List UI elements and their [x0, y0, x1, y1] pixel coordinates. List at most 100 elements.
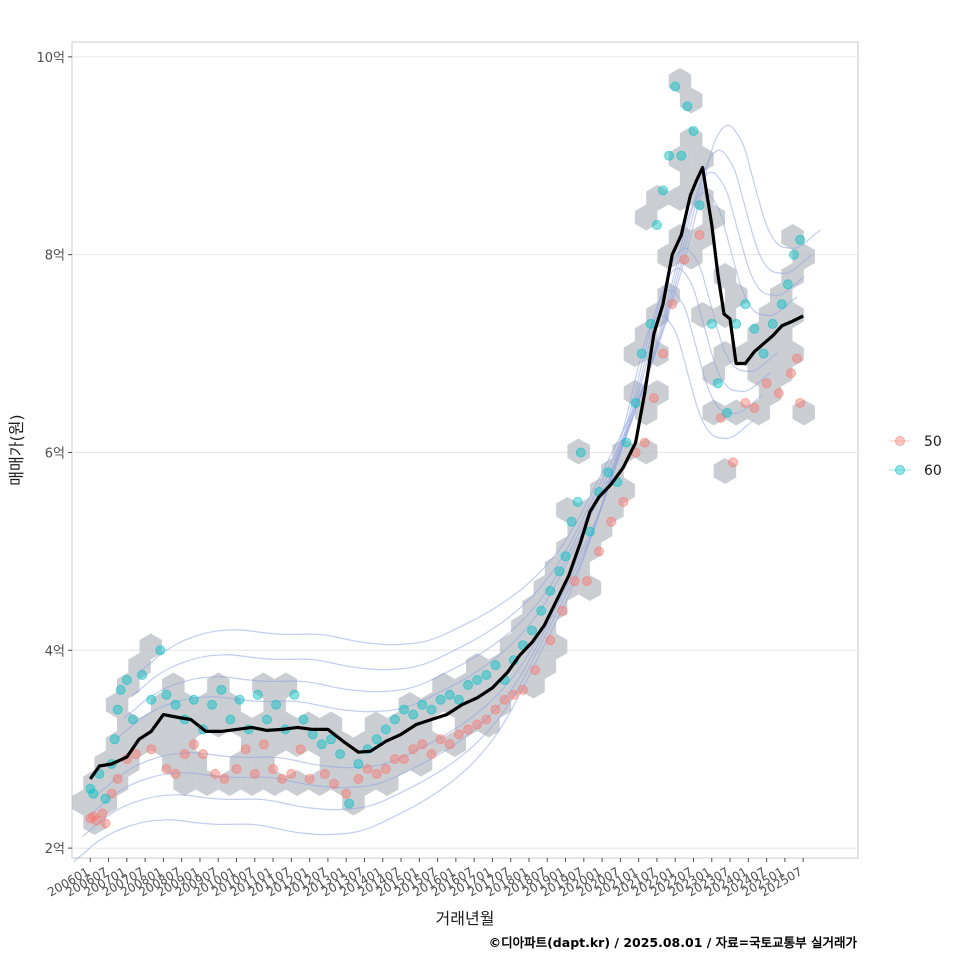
data-point-60: [463, 679, 473, 690]
data-point-60: [389, 714, 400, 725]
hexbin-cell: [691, 224, 714, 250]
hexbin-cell: [184, 750, 208, 777]
hexbin-cell: [623, 341, 647, 367]
hexbin-cell: [263, 692, 286, 718]
data-point-60: [782, 279, 793, 290]
data-point-50: [219, 773, 230, 784]
data-point-60: [740, 299, 751, 310]
gridlines: [72, 56, 858, 849]
data-point-50: [786, 368, 796, 379]
hexbin-cell: [308, 731, 331, 757]
data-point-60: [722, 407, 732, 418]
y-tick-label: 8억: [45, 249, 65, 264]
data-point-60: [399, 704, 410, 715]
data-point-50: [210, 768, 221, 779]
data-point-50: [240, 744, 251, 755]
data-point-50: [179, 749, 190, 760]
hexbin-cell: [207, 672, 230, 699]
hexbin-cell: [646, 185, 669, 211]
hexbin-cell: [702, 360, 725, 387]
hexbin-cell: [376, 770, 399, 796]
data-point-60: [758, 348, 769, 359]
data-point-60: [536, 605, 547, 616]
data-point-50: [606, 516, 617, 527]
hexbin-cell: [770, 360, 793, 387]
data-point-60: [88, 788, 99, 799]
data-point-60: [670, 81, 681, 92]
data-point-60: [651, 220, 662, 230]
data-point-60: [630, 398, 641, 408]
hexbin-cell: [308, 770, 331, 796]
data-point-60: [252, 689, 263, 700]
y-tick-label: 6억: [45, 446, 65, 461]
data-point-60: [490, 660, 501, 671]
data-point-50: [728, 457, 739, 468]
data-point-50: [329, 778, 339, 789]
hexbin-cell: [770, 321, 793, 348]
trend-line: [88, 166, 804, 780]
data-point-50: [545, 635, 556, 646]
hexbin-cell: [150, 692, 174, 718]
hexbin-cell: [679, 165, 703, 192]
data-point-50: [399, 754, 410, 765]
hexbin-cell: [173, 770, 196, 796]
legend-key-point-60: [895, 465, 905, 475]
data-point-50: [198, 749, 208, 760]
data-point-50: [530, 665, 541, 676]
data-point-60: [127, 714, 138, 725]
data-point-60: [658, 185, 668, 196]
hexbin-cell: [646, 380, 669, 406]
data-point-60: [566, 516, 577, 527]
legend: 50 60: [889, 434, 942, 479]
data-point-60: [353, 759, 364, 769]
data-point-60: [472, 675, 483, 685]
data-point-50: [286, 768, 297, 779]
data-point-50: [341, 788, 352, 799]
data-point-50: [463, 724, 473, 735]
legend-item-60[interactable]: 60: [889, 463, 942, 479]
data-point-60: [676, 150, 687, 161]
data-point-50: [761, 378, 772, 389]
density-contour: [131, 149, 813, 697]
y-tick-label: 4억: [45, 644, 65, 659]
data-point-60: [554, 566, 565, 577]
data-point-60: [749, 323, 760, 334]
hexbin-cell: [781, 302, 804, 328]
hexbin-cell: [240, 731, 264, 757]
hexbin-cell: [578, 575, 602, 601]
hexbin-cell: [511, 614, 534, 640]
hexbin-cell: [601, 497, 624, 523]
density-contour: [73, 314, 755, 862]
data-point-60: [109, 734, 120, 745]
density-contour: [96, 247, 778, 795]
data-point-60: [344, 798, 355, 809]
data-point-60: [408, 709, 419, 720]
data-point-50: [112, 773, 123, 784]
legend-item-50[interactable]: 50: [889, 434, 942, 450]
hexbin-cell: [713, 341, 737, 367]
data-point-60: [170, 699, 181, 710]
data-point-50: [277, 773, 288, 784]
hexbin-cell: [252, 672, 275, 699]
data-point-60: [560, 551, 571, 562]
data-point-60: [262, 714, 272, 725]
plot-area: [71, 41, 859, 862]
data-point-50: [618, 496, 629, 507]
data-point-50: [453, 729, 464, 740]
hexbin-cell: [466, 692, 489, 718]
data-point-50: [170, 768, 181, 779]
hexbin-cell: [477, 672, 500, 699]
data-point-60: [155, 645, 166, 656]
hexbin-cell: [128, 653, 151, 679]
hexbin-cell: [544, 633, 568, 660]
data-point-60: [316, 739, 327, 750]
legend-label-50: 50: [924, 434, 942, 450]
x-axis: 2006012006072007012007072008012008072009…: [45, 858, 805, 900]
data-point-50: [295, 744, 306, 755]
hexbin-cell: [83, 770, 106, 796]
y-axis-title: 매매가(원): [7, 414, 26, 485]
data-point-50: [380, 764, 391, 774]
data-point-50: [435, 734, 446, 745]
data-point-50: [100, 818, 111, 829]
hexbin-cell: [668, 68, 692, 94]
